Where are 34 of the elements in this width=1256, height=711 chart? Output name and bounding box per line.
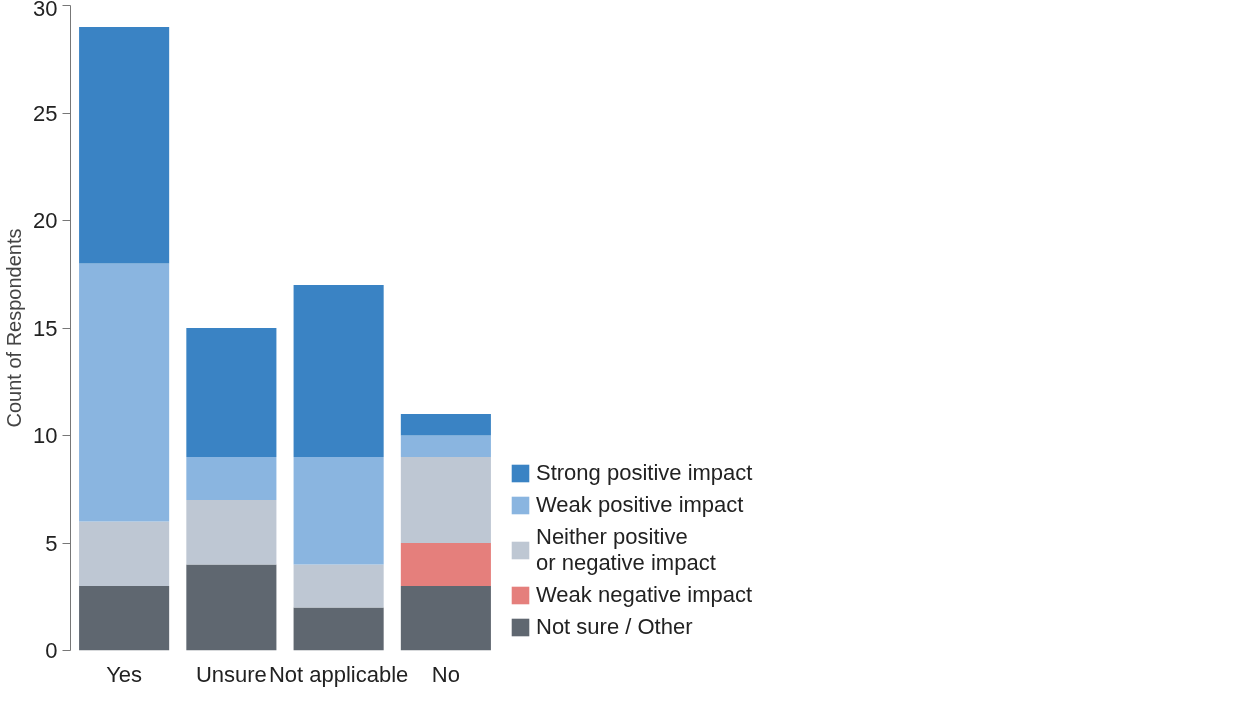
bar bbox=[79, 27, 170, 264]
legend-label: Neither positive or negative impact bbox=[536, 524, 716, 576]
y-tick-label: 30 bbox=[33, 0, 58, 21]
bar bbox=[293, 285, 384, 457]
bar bbox=[79, 586, 170, 651]
y-tick-label: 5 bbox=[45, 530, 58, 556]
x-tick-label: Unsure bbox=[195, 661, 267, 687]
bar bbox=[400, 586, 491, 651]
bar bbox=[400, 543, 491, 586]
bar bbox=[400, 435, 491, 457]
y-tick-label: 25 bbox=[33, 100, 58, 126]
legend-label: Weak positive impact bbox=[536, 492, 744, 518]
bar bbox=[186, 328, 277, 457]
bar bbox=[79, 263, 170, 522]
y-tick-label: 0 bbox=[45, 638, 58, 663]
y-tick-label: 10 bbox=[33, 423, 58, 448]
y-axis-title: Count of Respondents bbox=[3, 228, 26, 428]
legend-label: Weak negative impact bbox=[536, 582, 753, 608]
bar bbox=[293, 607, 384, 651]
x-tick-label: No bbox=[431, 661, 460, 687]
x-tick-label: Yes bbox=[106, 661, 143, 687]
x-tick-label: Not applicable bbox=[268, 661, 409, 687]
bar bbox=[400, 414, 491, 436]
bar bbox=[293, 564, 384, 608]
y-tick-label: 20 bbox=[33, 208, 58, 233]
bar bbox=[400, 457, 491, 543]
bar bbox=[186, 457, 277, 500]
bar bbox=[79, 521, 170, 586]
y-tick-label: 15 bbox=[33, 315, 58, 341]
bar bbox=[186, 500, 277, 565]
bar bbox=[186, 564, 277, 651]
legend-label: Not sure / Other bbox=[536, 614, 693, 640]
bar bbox=[293, 457, 384, 565]
legend-label: Strong positive impact bbox=[536, 460, 753, 486]
